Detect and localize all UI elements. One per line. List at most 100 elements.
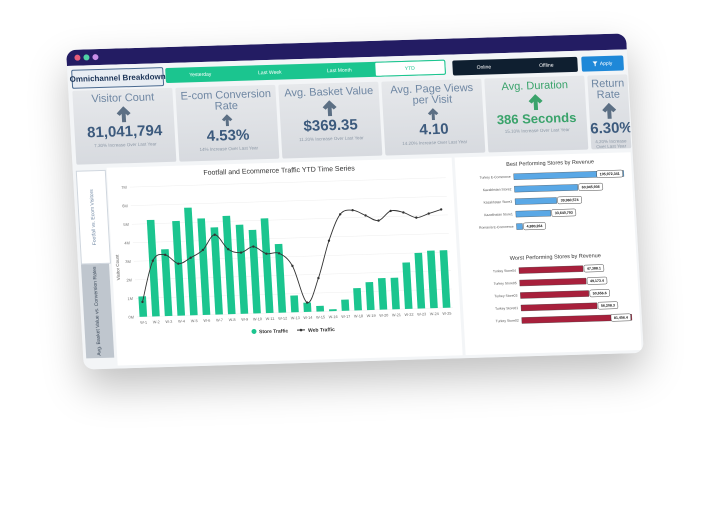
web-traffic-point[interactable] <box>291 264 294 268</box>
store-traffic-bar[interactable] <box>439 250 451 308</box>
store-traffic-bar[interactable] <box>235 224 249 314</box>
web-traffic-point[interactable] <box>377 219 380 222</box>
worst-store-bar[interactable] <box>520 302 598 312</box>
worst-store-bar[interactable] <box>521 314 633 324</box>
web-traffic-point[interactable] <box>327 239 331 242</box>
best-store-label: Kazakhstan Store1 <box>484 212 513 217</box>
tab-footfall-vs-ecom[interactable]: Footfall vs. Ecom Visitors <box>75 169 111 265</box>
store-traffic-bar[interactable] <box>329 309 337 312</box>
worst-store-bar[interactable] <box>520 290 590 299</box>
store-traffic-bar[interactable] <box>146 219 160 317</box>
store-traffic-bar[interactable] <box>248 229 261 314</box>
window-dot-close-icon[interactable] <box>74 54 81 61</box>
best-store-label: Kazakhstan Store2 <box>483 187 512 192</box>
web-traffic-point[interactable] <box>364 214 367 217</box>
web-traffic-point[interactable] <box>265 252 268 255</box>
window-dot-maximize-icon[interactable] <box>92 54 99 61</box>
store-traffic-bar[interactable] <box>161 249 173 317</box>
store-traffic-bar[interactable] <box>402 262 413 309</box>
tab-last-week[interactable]: Last Week <box>257 69 282 76</box>
store-traffic-bar[interactable] <box>290 295 299 313</box>
best-store-bar[interactable] <box>513 170 625 180</box>
web-traffic-point[interactable] <box>213 233 216 236</box>
web-traffic-point[interactable] <box>402 211 405 214</box>
best-store-bar[interactable] <box>514 184 579 193</box>
store-traffic-bar[interactable] <box>210 227 223 315</box>
tab-offline[interactable]: Offline <box>538 62 554 69</box>
store-traffic-bar[interactable] <box>390 277 400 310</box>
window-dot-minimize-icon[interactable] <box>83 54 90 61</box>
store-revenue-panel: Best Performing Stores by Revenue Turkey … <box>454 152 642 356</box>
worst-chart-title: Worst Performing Stores by Revenue <box>510 253 601 262</box>
store-traffic-bar[interactable] <box>184 207 198 316</box>
x-tick-label: W-15 <box>316 315 325 319</box>
y-tick-label: 3M <box>125 259 131 264</box>
store-traffic-bar[interactable] <box>377 277 388 310</box>
kpi-avg-duration: Avg. Duration 386 Seconds 15.10% Increas… <box>484 75 589 153</box>
worst-store-label: Turkey Store04 <box>493 269 516 274</box>
traffic-time-series-chart: Footfall and Ecommerce Traffic YTD Time … <box>106 157 463 366</box>
store-traffic-bar[interactable] <box>353 287 362 311</box>
web-traffic-point[interactable] <box>177 262 180 265</box>
store-traffic-bar[interactable] <box>260 218 274 314</box>
tab-basket-vs-conversion[interactable]: Avg. Basket Value vs. Conversion Rates <box>81 263 115 359</box>
channel-filter-tabs: Online Offline <box>452 56 579 76</box>
store-traffic-bar[interactable] <box>222 215 236 315</box>
store-traffic-bar[interactable] <box>414 252 426 309</box>
worst-value-label-box <box>597 301 619 310</box>
web-traffic-point[interactable] <box>415 216 418 219</box>
store-traffic-bar[interactable] <box>365 282 375 311</box>
store-traffic-bar[interactable] <box>316 305 325 312</box>
web-traffic-point[interactable] <box>239 251 243 254</box>
web-traffic-point[interactable] <box>317 276 320 280</box>
kpi-change: 14.20% Increase Over Last Year <box>402 139 468 147</box>
kpi-change: 11.20% Increase Over Last Year <box>298 135 364 143</box>
web-traffic-point[interactable] <box>439 208 443 211</box>
x-tick-label: W-8 <box>229 318 236 322</box>
store-traffic-bar[interactable] <box>427 250 438 309</box>
web-traffic-point[interactable] <box>252 245 255 248</box>
tab-yesterday[interactable]: Yesterday <box>189 71 212 78</box>
tab-online[interactable]: Online <box>476 63 492 71</box>
best-store-bar[interactable] <box>515 209 552 218</box>
dashboard-title: Omnichannel Breakdown <box>69 67 166 89</box>
best-value-label-box <box>551 208 577 217</box>
store-traffic-bar[interactable] <box>138 296 148 317</box>
time-filter-tabs: Yesterday Last Week Last Month YTD <box>165 59 446 84</box>
worst-store-bar[interactable] <box>519 277 587 287</box>
web-traffic-point[interactable] <box>141 300 144 304</box>
best-value-label: 105,972,341 <box>600 172 620 177</box>
web-traffic-point[interactable] <box>427 212 430 215</box>
worst-value-label: 47,388.1 <box>587 266 601 270</box>
chart-ylabel: Visitor Count <box>114 254 120 281</box>
tab-ytd[interactable]: YTD <box>373 59 446 77</box>
web-traffic-point[interactable] <box>226 248 230 251</box>
web-traffic-point[interactable] <box>163 253 167 256</box>
store-traffic-bar[interactable] <box>197 218 211 315</box>
web-traffic-point[interactable] <box>189 256 192 259</box>
worst-store-bar[interactable] <box>518 265 584 274</box>
web-traffic-point[interactable] <box>351 209 354 212</box>
web-traffic-point[interactable] <box>389 209 392 213</box>
x-tick-label: W-1 <box>140 321 147 325</box>
kpi-title: Return Rate <box>590 77 625 102</box>
store-traffic-bar[interactable] <box>274 243 287 313</box>
store-traffic-bar[interactable] <box>303 302 312 312</box>
gridline <box>129 177 446 188</box>
web-traffic-point[interactable] <box>201 248 205 252</box>
web-traffic-point[interactable] <box>338 213 342 216</box>
apply-button[interactable]: Apply <box>581 55 625 72</box>
best-store-bar[interactable] <box>516 223 523 230</box>
store-traffic-bar[interactable] <box>172 220 186 316</box>
best-store-label: Turkey E-Commerce <box>480 175 511 180</box>
x-tick-label: W-7 <box>216 318 223 322</box>
x-tick-label: W-18 <box>354 314 363 318</box>
best-store-bar[interactable] <box>514 197 557 205</box>
web-traffic-point[interactable] <box>277 252 281 255</box>
kpi-avg-basket-value: Avg. Basket Value $369.35 11.20% Increas… <box>278 81 383 159</box>
web-traffic-point[interactable] <box>305 301 309 304</box>
store-traffic-bar[interactable] <box>341 299 350 311</box>
web-traffic-point[interactable] <box>151 259 155 262</box>
legend-store-traffic: Store Traffic <box>259 328 289 335</box>
tab-last-month[interactable]: Last Month <box>326 67 352 74</box>
